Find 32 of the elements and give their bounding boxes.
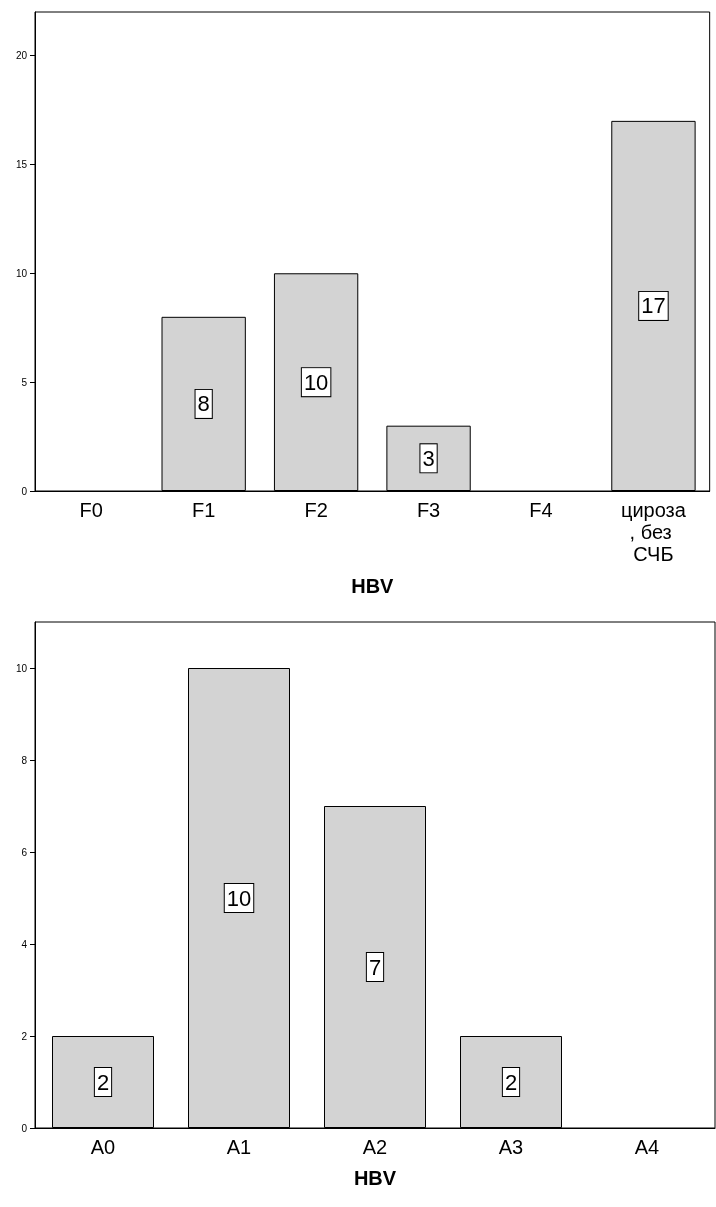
data-label: 17 xyxy=(641,293,666,319)
x-tick-label: A0 xyxy=(90,1136,116,1158)
x-tick-label: A2 xyxy=(362,1136,388,1158)
data-label: 10 xyxy=(226,885,252,911)
y-tick-label: 6 xyxy=(21,846,28,858)
y-tick-label: 0 xyxy=(21,485,28,497)
x-tick-label: A1 xyxy=(226,1136,252,1158)
x-axis-title: HBV xyxy=(351,575,395,597)
y-tick-label: 5 xyxy=(21,376,28,388)
x-axis-title: HBV xyxy=(353,1167,397,1189)
y-tick-label: 10 xyxy=(15,662,28,674)
y-tick-label: 2 xyxy=(21,1030,28,1042)
data-label: 8 xyxy=(197,391,210,417)
x-tick-label: F1 xyxy=(191,499,216,521)
x-tick-label: цироза, без СЧБ xyxy=(620,499,687,565)
data-label: 2 xyxy=(504,1069,518,1095)
y-tick-label: 15 xyxy=(15,158,28,170)
x-tick-label: F3 xyxy=(416,499,441,521)
y-tick-label: 4 xyxy=(21,938,28,950)
y-tick-label: 20 xyxy=(15,50,28,62)
x-tick-label: F0 xyxy=(79,499,103,521)
data-label: 7 xyxy=(368,954,382,980)
x-tick-label: F2 xyxy=(304,499,328,521)
x-tick-label: F4 xyxy=(529,499,553,521)
x-tick-label: A3 xyxy=(498,1136,524,1158)
data-label: 10 xyxy=(303,369,329,395)
y-tick-label: 0 xyxy=(21,1122,28,1134)
data-label: 3 xyxy=(422,445,435,471)
y-tick-label: 8 xyxy=(21,754,28,766)
data-label: 2 xyxy=(96,1069,110,1095)
x-tick-label: A4 xyxy=(634,1136,660,1158)
y-tick-label: 10 xyxy=(15,267,28,279)
